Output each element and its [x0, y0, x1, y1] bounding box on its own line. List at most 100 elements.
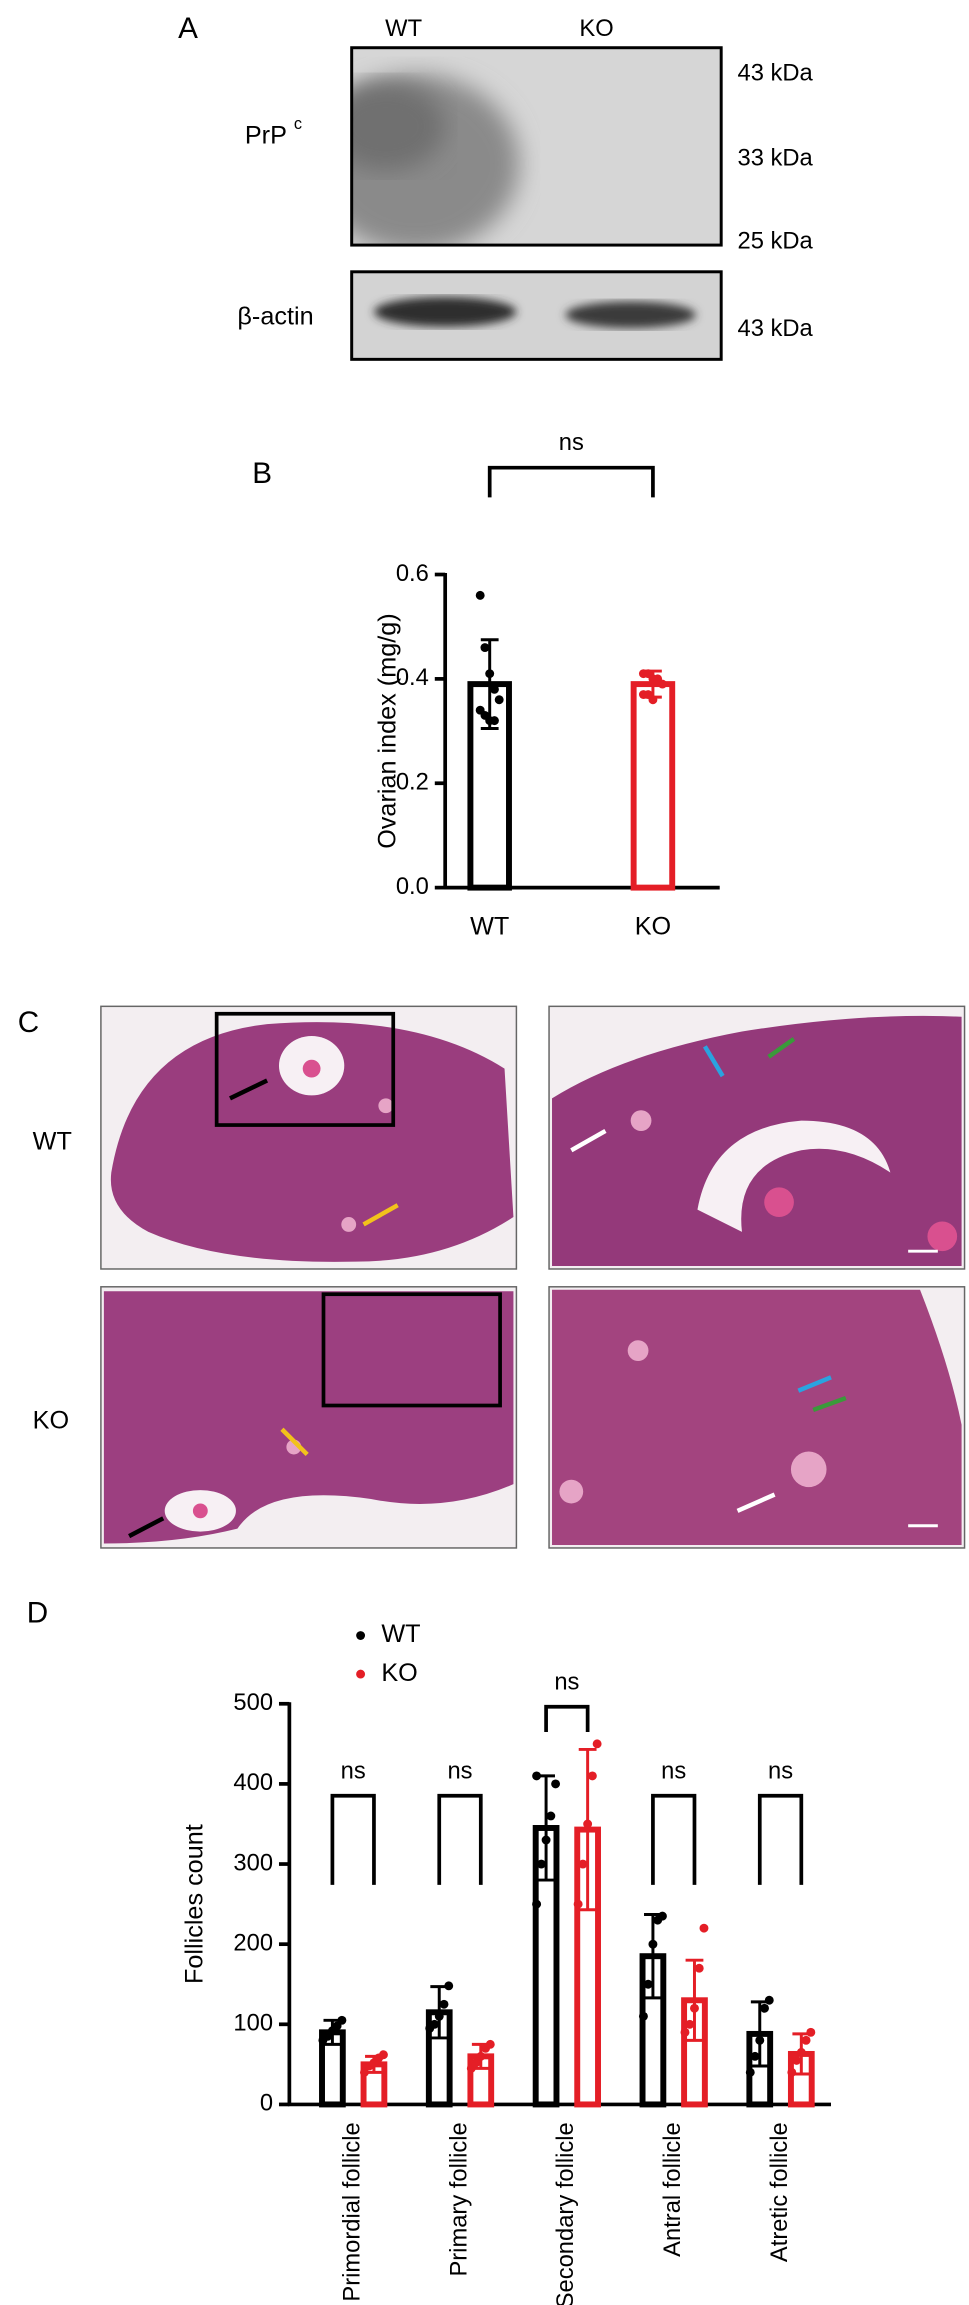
data-point [434, 2011, 444, 2021]
blot-smear [351, 74, 520, 246]
arrow [797, 1375, 832, 1393]
row-label: KO [33, 1406, 69, 1434]
x-tick-label: Primordial follicle [339, 2122, 365, 2301]
y-tick-label: 0.4 [396, 665, 429, 691]
follicle [790, 1451, 827, 1488]
legend-marker [356, 1669, 366, 1679]
significance-bracket [330, 1793, 376, 1885]
data-point [592, 1739, 602, 1749]
y-axis-label: Ovarian index (mg/g) [373, 613, 401, 848]
significance-bracket [544, 1704, 590, 1732]
marker-label: 33 kDa [738, 145, 814, 171]
follicle [927, 1221, 958, 1252]
inset-box [321, 1292, 502, 1408]
marker-label: 43 kDa [738, 316, 814, 342]
significance-label: ns [447, 1758, 472, 1784]
tissue [552, 1289, 962, 1545]
significance-label: ns [554, 1669, 579, 1695]
follicle-antrum [697, 1120, 891, 1232]
data-point [699, 1923, 709, 1933]
x-tick-label: Primary follicle [446, 2122, 472, 2276]
y-tick-label: 300 [233, 1850, 273, 1876]
oocyte [302, 1059, 321, 1078]
y-tick-label: 0 [260, 2091, 273, 2117]
significance-label: ns [768, 1758, 793, 1784]
arrow [812, 1395, 847, 1413]
follicle [630, 1110, 652, 1131]
data-point [787, 2067, 797, 2077]
data-point [755, 2035, 765, 2045]
oocyte [764, 1187, 794, 1218]
data-point [444, 1981, 454, 1991]
loading-control-label: β-actin [237, 302, 313, 330]
data-point [764, 1995, 774, 2005]
follicle [341, 1217, 357, 1232]
follicle [378, 1098, 394, 1114]
inset-box [214, 1011, 396, 1127]
data-point [657, 679, 667, 689]
data-point [648, 695, 658, 705]
data-point [551, 1779, 561, 1789]
protein-superscript: c [294, 115, 302, 133]
data-point [638, 2011, 648, 2021]
legend-marker [356, 1631, 366, 1640]
data-point [536, 1859, 546, 1869]
data-point [760, 2003, 769, 2013]
x-tick-label: WT [470, 912, 509, 940]
data-point [801, 2035, 811, 2045]
data-point [546, 1811, 556, 1821]
data-point [359, 2067, 369, 2077]
data-point [690, 2003, 699, 2013]
y-tick-label: 0.0 [396, 874, 429, 900]
actin-band [565, 301, 696, 329]
x-tick-label: Atretic follicle [767, 2122, 793, 2262]
data-point [648, 1939, 658, 1949]
data-point [532, 1771, 542, 1781]
arrow [570, 1129, 607, 1153]
data-point [750, 2051, 760, 2061]
data-point [694, 1963, 704, 1973]
significance-label: ns [661, 1758, 686, 1784]
histology-ko-low [100, 1286, 518, 1549]
blot-frame [350, 46, 723, 247]
data-point [471, 2058, 481, 2068]
data-point [430, 2019, 439, 2029]
legend-label: WT [381, 1620, 420, 1648]
data-point [494, 695, 504, 705]
tissue [103, 1291, 514, 1544]
data-point [485, 2039, 495, 2049]
data-point [806, 2027, 816, 2037]
y-tick-label: 100 [233, 2011, 273, 2037]
row-label: WT [33, 1128, 72, 1156]
data-point [485, 669, 495, 679]
follicle [559, 1479, 584, 1504]
significance-bracket [757, 1793, 804, 1885]
significance-bracket [651, 1793, 697, 1885]
data-point [337, 2015, 347, 2025]
data-point [796, 2047, 806, 2057]
x-tick-label: Antral follicle [660, 2122, 686, 2257]
arrow [736, 1492, 776, 1513]
data-point [378, 2050, 388, 2060]
lane-label: WT [385, 16, 422, 42]
data-point [573, 1899, 583, 1909]
arrow [229, 1078, 269, 1101]
data-point [587, 1771, 597, 1781]
data-point [489, 716, 499, 726]
data-point [657, 1911, 667, 1921]
x-tick-label: Secondary follicle [553, 2122, 579, 2305]
data-point [680, 2027, 690, 2037]
data-point [745, 2067, 755, 2077]
data-point [583, 1819, 593, 1829]
arrow [362, 1203, 399, 1227]
data-point [480, 643, 490, 653]
data-point [476, 2051, 486, 2061]
oocyte [192, 1503, 208, 1519]
y-axis-label: Follicles count [181, 1824, 209, 1984]
significance-label: ns [559, 430, 584, 456]
y-tick-label: 200 [233, 1930, 273, 1956]
panel-label: C [18, 1006, 39, 1039]
significance-bracket [437, 1793, 483, 1885]
